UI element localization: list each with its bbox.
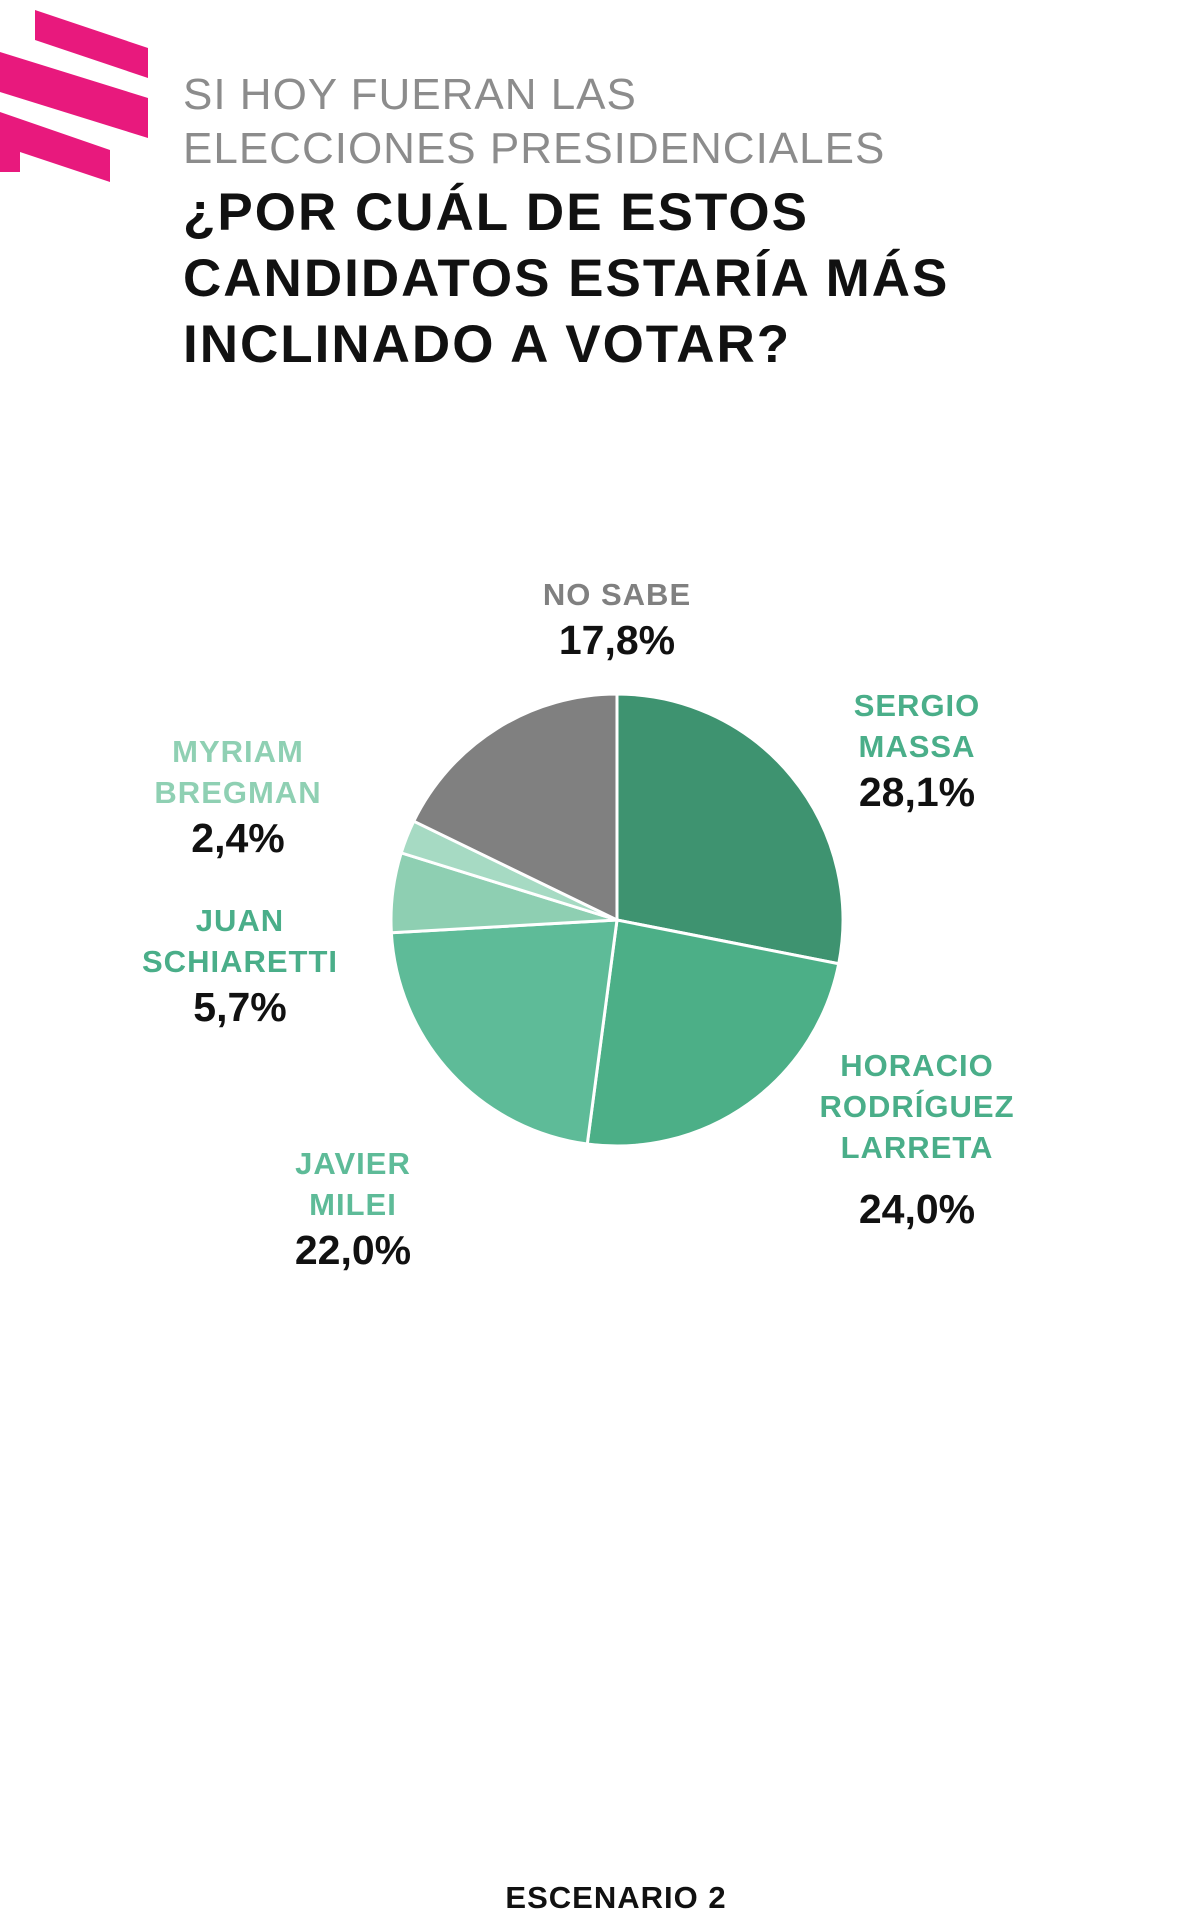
slice-name: JAVIER — [295, 1146, 411, 1181]
slice-name: JUAN — [195, 903, 285, 938]
logo-stripe-top — [35, 10, 148, 78]
slice-name: LARRETA — [840, 1130, 994, 1165]
slice-label-3: JUAN SCHIARETTI 5,7% — [142, 900, 338, 1032]
slice-value: 17,8% — [558, 617, 676, 663]
slice-name: SCHIARETTI — [142, 944, 338, 979]
title-line-1: ¿POR CUÁL DE ESTOS — [183, 183, 809, 242]
logo-stripe-bottom — [0, 112, 110, 182]
slice-name: BREGMAN — [154, 775, 322, 810]
scenario-label: ESCENARIO 2 — [505, 1880, 727, 1915]
slice-label-5: NO SABE 17,8% — [543, 574, 691, 665]
slice-name: HORACIO — [840, 1048, 994, 1083]
pie-slice-1 — [585, 918, 841, 1148]
slice-label-4: MYRIAM BREGMAN 2,4% — [154, 731, 321, 863]
title-line-2: CANDIDATOS ESTARÍA MÁS — [183, 249, 950, 308]
slice-label-2: JAVIER MILEI 22,0% — [295, 1143, 411, 1275]
slice-name: MILEI — [309, 1187, 397, 1222]
pie-slice-2 — [389, 918, 619, 1146]
slice-label-1: HORACIO RODRÍGUEZ LARRETA 24,0% — [820, 1045, 1015, 1234]
slice-value: 2,4% — [191, 815, 285, 861]
slice-value: 22,0% — [294, 1227, 412, 1273]
slice-value: 24,0% — [858, 1186, 976, 1232]
subtitle-line-2: ELECCIONES PRESIDENCIALES — [183, 124, 886, 173]
pie-slice-5 — [412, 692, 619, 922]
pie-slice-0 — [615, 692, 845, 966]
logo-stripe-middle — [0, 52, 148, 138]
slice-name: MASSA — [858, 729, 976, 764]
title-line-3: INCLINADO A VOTAR? — [183, 315, 792, 374]
brand-logo — [0, 10, 148, 182]
chart-title: ¿POR CUÁL DE ESTOS CANDIDATOS ESTARÍA MÁ… — [183, 180, 949, 378]
slice-value: 5,7% — [193, 984, 287, 1030]
slice-name: NO SABE — [542, 577, 692, 612]
slice-name: MYRIAM — [172, 734, 304, 769]
slice-value: 28,1% — [858, 769, 976, 815]
slice-label-0: SERGIO MASSA 28,1% — [854, 685, 981, 817]
slice-name: SERGIO — [853, 688, 981, 723]
slice-name: RODRÍGUEZ — [819, 1089, 1015, 1124]
subtitle-line-1: SI HOY FUERAN LAS — [183, 70, 637, 119]
chart-subtitle: SI HOY FUERAN LAS ELECCIONES PRESIDENCIA… — [183, 68, 885, 176]
